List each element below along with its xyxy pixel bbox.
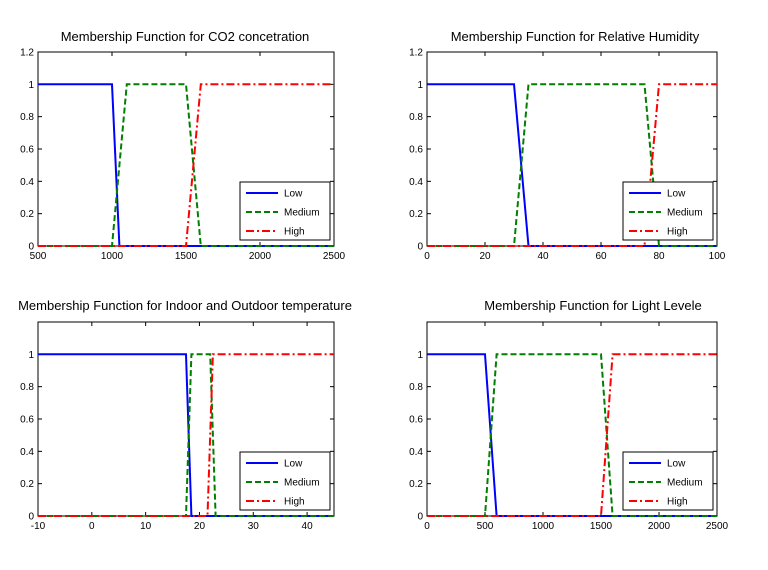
chart-panel-2: Membership Function for Relative Humidit… [409,29,726,262]
legend: Low Medium High [239,451,331,511]
y-tick-label: 1.2 [409,48,423,59]
series-line-medium [38,83,334,247]
x-tick-label: 500 [477,521,494,532]
y-tick-label: 0 [417,512,423,523]
y-tick-label: 0 [417,242,423,253]
chart-title: Membership Function for Indoor and Outdo… [18,298,352,313]
x-tick-label: 500 [30,251,47,262]
y-tick-label: 0.2 [20,209,34,220]
chart-title: Membership Function for CO2 concetration [61,29,310,44]
y-tick-label: 0.8 [409,112,423,123]
legend-label-medium: Medium [667,208,703,219]
y-tick-label: 0.6 [409,145,423,156]
legend-label-high: High [284,227,305,238]
x-tick-label: 100 [709,251,726,262]
y-tick-label: 0.6 [20,415,34,426]
x-tick-label: 2000 [648,521,671,532]
series-line-medium [38,353,334,517]
y-tick-label: 0.2 [409,479,423,490]
chart-title: Membership Function for Relative Humidit… [451,29,700,44]
x-tick-label: 1000 [532,521,555,532]
x-tick-label: 0 [89,521,95,532]
legend: Low Medium High [239,181,331,241]
y-tick-label: 1 [417,80,423,91]
y-tick-label: 0.8 [20,112,34,123]
x-tick-label: 60 [595,251,607,262]
x-tick-label: 2500 [323,251,346,262]
series-line-high [427,353,717,517]
x-tick-label: 10 [140,521,152,532]
x-tick-label: 1500 [590,521,613,532]
legend-label-low: Low [284,189,303,200]
y-tick-label: 1.2 [20,48,34,59]
legend-label-low: Low [667,189,686,200]
x-tick-label: 1000 [101,251,124,262]
y-tick-label: 0.2 [20,479,34,490]
legend-label-medium: Medium [284,208,320,219]
x-tick-label: 20 [479,251,491,262]
x-tick-label: 0 [424,251,430,262]
y-tick-label: 0 [28,242,34,253]
y-tick-label: 0.8 [20,382,34,393]
legend-label-low: Low [284,459,303,470]
legend-label-medium: Medium [667,478,703,489]
chart-panel-4: Membership Function for Light Levele 0 0.2… [409,298,728,532]
series-line-low [38,83,334,247]
y-tick-label: 0.6 [20,145,34,156]
y-tick-label: 0 [28,512,34,523]
series-line-high [427,83,717,247]
x-tick-label: -10 [31,521,46,532]
legend-label-medium: Medium [284,478,320,489]
chart-title: Membership Function for Light Levele [484,298,702,313]
legend-label-high: High [284,497,305,508]
chart-panel-3: Membership Function for Indoor and Outdo… [18,298,352,532]
series-line-high [38,353,334,517]
x-tick-label: 20 [194,521,206,532]
x-tick-label: 2000 [249,251,272,262]
x-tick-label: 0 [424,521,430,532]
y-tick-label: 1 [28,350,34,361]
y-tick-label: 0.4 [409,177,423,188]
y-tick-label: 0.6 [409,415,423,426]
legend-label-high: High [667,497,688,508]
y-tick-label: 0.4 [20,177,34,188]
x-tick-label: 2500 [706,521,729,532]
x-tick-label: 1500 [175,251,198,262]
x-tick-label: 30 [248,521,260,532]
y-tick-label: 0.2 [409,209,423,220]
chart-panel-1: Membership Function for CO2 concetration… [20,29,345,262]
legend: Low Medium High [622,181,714,241]
x-tick-label: 40 [302,521,314,532]
legend: Low Medium High [622,451,714,511]
y-tick-label: 0.8 [409,382,423,393]
legend-label-high: High [667,227,688,238]
series-line-medium [427,83,717,247]
y-tick-label: 0.4 [409,447,423,458]
y-tick-label: 1 [28,80,34,91]
series-line-high [38,83,334,247]
legend-label-low: Low [667,459,686,470]
y-tick-label: 0.4 [20,447,34,458]
x-tick-label: 40 [537,251,549,262]
x-tick-label: 80 [653,251,665,262]
y-tick-label: 1 [417,350,423,361]
